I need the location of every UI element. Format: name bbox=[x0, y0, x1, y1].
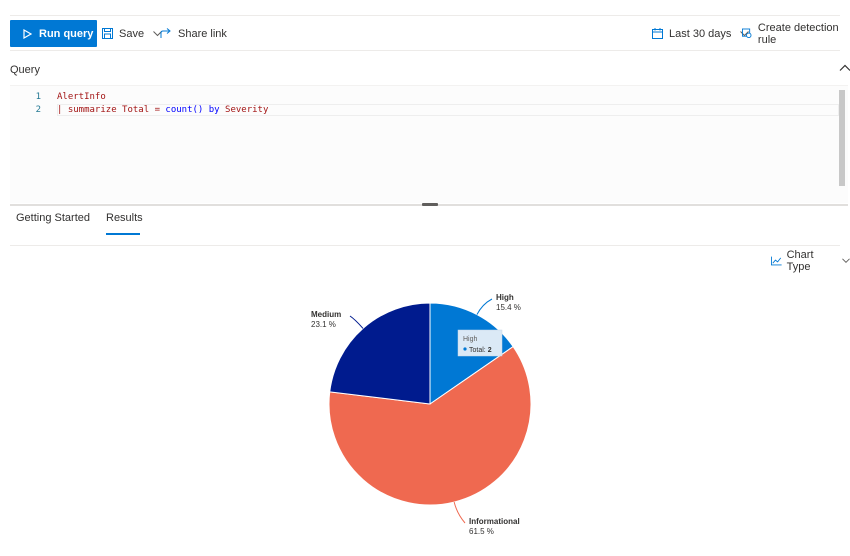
save-icon bbox=[102, 28, 113, 39]
run-query-label: Run query bbox=[39, 27, 94, 40]
slice-label-percent: 15.4 % bbox=[496, 303, 521, 312]
slice-label-name: Informational bbox=[469, 517, 520, 526]
line-number: 1 bbox=[35, 92, 41, 102]
slice-label-percent: 61.5 % bbox=[469, 527, 494, 536]
line-number: 2 bbox=[35, 105, 41, 115]
chart-tooltip: High Total: 2 bbox=[457, 329, 503, 357]
code-token: Severity bbox=[219, 105, 269, 115]
editor-scrollbar[interactable] bbox=[839, 90, 845, 186]
line-chart-icon bbox=[771, 256, 782, 266]
chevron-down-icon bbox=[842, 258, 850, 263]
leader-line bbox=[476, 298, 493, 315]
run-query-button[interactable]: Run query bbox=[10, 20, 97, 47]
code-token: count() bbox=[159, 105, 204, 115]
code-token: = bbox=[154, 105, 160, 115]
tabs-divider bbox=[10, 245, 840, 246]
resize-handle[interactable] bbox=[422, 203, 438, 206]
detection-rule-icon bbox=[742, 28, 752, 39]
play-icon bbox=[23, 28, 32, 39]
tooltip-value: Total: 2 bbox=[469, 347, 492, 354]
tab-results[interactable]: Results bbox=[106, 212, 143, 224]
pie-slice-informational[interactable] bbox=[328, 345, 532, 506]
toolbar-divider bbox=[10, 50, 840, 51]
save-button[interactable]: Save bbox=[102, 20, 162, 47]
results-chart: High 15.4 % Informational 61.5 % Medium 23.1 … bbox=[0, 280, 850, 556]
tooltip-series-dot bbox=[463, 347, 467, 351]
chevron-up-icon[interactable] bbox=[838, 62, 850, 74]
leader-line bbox=[453, 501, 466, 524]
top-border bbox=[10, 15, 840, 16]
slice-label-name: Medium bbox=[311, 310, 341, 319]
create-detection-rule-button[interactable]: Create detection rule bbox=[742, 20, 850, 47]
create-detection-rule-label: Create detection rule bbox=[757, 21, 839, 46]
tooltip-title: High bbox=[463, 336, 478, 343]
pie-slice-medium[interactable] bbox=[329, 302, 431, 405]
chart-type-label: Chart Type bbox=[786, 249, 814, 273]
code-token: by bbox=[203, 105, 220, 115]
share-link-label: Share link bbox=[178, 27, 227, 40]
active-tab-indicator bbox=[106, 233, 140, 235]
code-token: summarize bbox=[67, 105, 117, 115]
code-line: | summarize Total = count() by Severity bbox=[57, 105, 268, 115]
toolbar: Run query Save Share link Last 30 days bbox=[0, 20, 850, 48]
slice-label-percent: 23.1 % bbox=[311, 320, 336, 329]
code-token: | bbox=[57, 105, 68, 115]
current-line-highlight bbox=[57, 104, 839, 116]
share-link-button[interactable]: Share link bbox=[160, 20, 227, 47]
share-icon bbox=[160, 28, 171, 38]
chart-type-dropdown[interactable]: Chart Type bbox=[771, 249, 850, 273]
query-editor[interactable]: 1 2 AlertInfo | summarize Total = count(… bbox=[10, 85, 848, 203]
time-range-dropdown[interactable]: Last 30 days bbox=[652, 20, 750, 47]
query-section-label: Query bbox=[10, 64, 40, 76]
chevron-down-icon[interactable] bbox=[153, 30, 162, 37]
save-label: Save bbox=[119, 27, 145, 40]
time-range-label: Last 30 days bbox=[669, 27, 732, 40]
code-line: AlertInfo bbox=[57, 92, 106, 102]
tab-getting-started[interactable]: Getting Started bbox=[16, 212, 90, 224]
slice-label-name: High bbox=[496, 293, 514, 302]
code-token: Total bbox=[116, 105, 155, 115]
calendar-icon bbox=[652, 28, 663, 39]
leader-line bbox=[349, 315, 364, 329]
